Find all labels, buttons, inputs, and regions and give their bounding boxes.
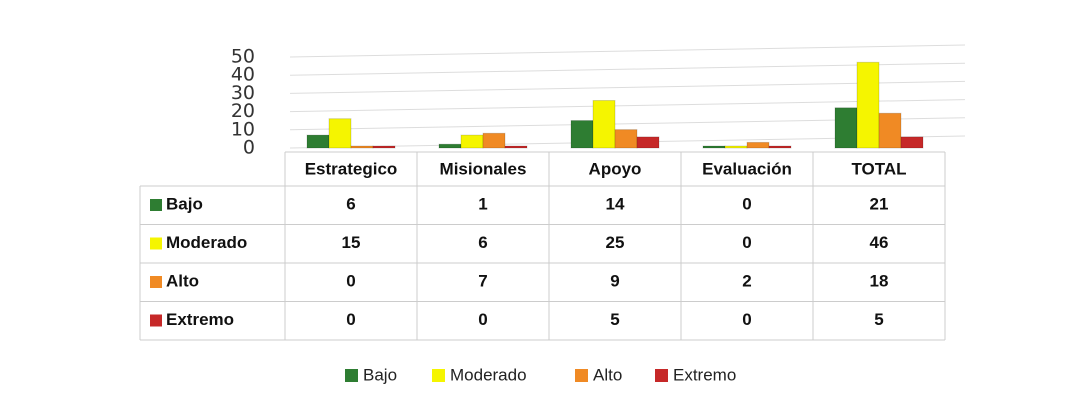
x-tick-label: Estrategico	[305, 159, 398, 178]
table-cell: 7	[478, 271, 487, 290]
bar	[724, 145, 748, 149]
bar	[372, 145, 396, 149]
legend-label: Alto	[593, 365, 622, 384]
legend-key	[432, 369, 445, 382]
table-cell: 0	[742, 233, 751, 252]
table-cell: 46	[870, 233, 889, 252]
table-cell: 6	[478, 233, 487, 252]
legend-label: Bajo	[363, 365, 397, 384]
row-label: Bajo	[166, 194, 203, 213]
row-key	[150, 237, 162, 250]
bar	[306, 134, 330, 149]
bar	[834, 107, 858, 149]
table-cell: 5	[874, 310, 883, 329]
table-cell: 0	[346, 310, 355, 329]
table-cell: 21	[870, 194, 889, 213]
y-tick-label: 50	[231, 46, 255, 68]
table-cell: 6	[346, 194, 355, 213]
bar	[438, 143, 462, 149]
bar	[636, 136, 660, 149]
table-cell: 1	[478, 194, 487, 213]
y-tick-label: 30	[231, 82, 255, 104]
table-cell: 14	[606, 194, 625, 213]
y-tick-label: 40	[231, 64, 255, 86]
grid-line	[289, 62, 966, 76]
table-cell: 18	[870, 271, 889, 290]
x-tick-label: Misionales	[440, 159, 527, 178]
y-tick-label: 0	[243, 137, 255, 159]
bar	[482, 132, 506, 149]
y-tick-label: 20	[231, 100, 255, 122]
row-key	[150, 276, 162, 288]
bar	[746, 141, 770, 149]
table-cell: 0	[346, 271, 355, 290]
y-tick-label: 10	[231, 118, 255, 140]
bar	[768, 145, 792, 149]
table-cell: 0	[478, 310, 487, 329]
bar	[878, 112, 902, 149]
table-cell: 0	[742, 310, 751, 329]
row-key	[150, 199, 162, 211]
bar	[702, 145, 726, 149]
legend-label: Moderado	[450, 365, 527, 384]
table-cell: 5	[610, 310, 619, 329]
bar	[570, 120, 594, 149]
table-cell: 25	[606, 233, 625, 252]
table-cell: 2	[742, 271, 751, 290]
row-label: Extremo	[166, 310, 234, 329]
bar	[900, 136, 924, 149]
x-tick-label: Evaluación	[702, 159, 792, 178]
x-tick-label: Apoyo	[589, 159, 642, 178]
table-cell: 0	[742, 194, 751, 213]
bar	[856, 61, 880, 149]
table-cell: 9	[610, 271, 619, 290]
row-label: Alto	[166, 271, 199, 290]
bar	[504, 145, 528, 149]
grid-line	[289, 80, 966, 94]
legend-label: Extremo	[673, 365, 736, 384]
bar	[328, 118, 352, 149]
table-cell: 15	[342, 233, 361, 252]
legend-key	[655, 369, 668, 382]
bar	[592, 100, 616, 149]
grid-line	[289, 44, 966, 58]
legend-key	[345, 369, 358, 382]
row-key	[150, 314, 162, 327]
bar	[614, 129, 638, 149]
x-tick-label: TOTAL	[851, 159, 906, 178]
bar	[460, 134, 484, 149]
row-label: Moderado	[166, 233, 247, 252]
bar	[350, 145, 374, 149]
grid-line	[289, 99, 966, 113]
legend-key	[575, 369, 588, 382]
